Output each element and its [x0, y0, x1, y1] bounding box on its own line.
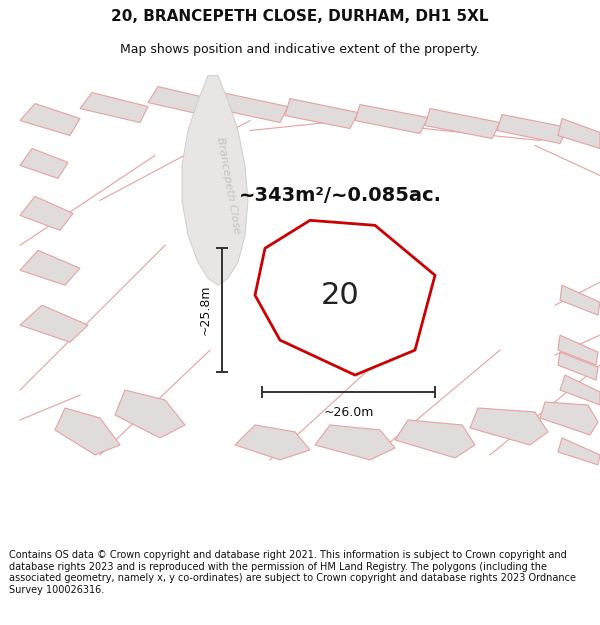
Polygon shape — [558, 119, 600, 149]
Polygon shape — [395, 420, 475, 458]
Polygon shape — [20, 305, 88, 342]
Polygon shape — [558, 335, 598, 365]
Polygon shape — [497, 114, 568, 144]
Polygon shape — [20, 250, 80, 285]
Polygon shape — [355, 104, 428, 134]
Text: ~26.0m: ~26.0m — [323, 406, 374, 419]
Text: ~343m²/~0.085ac.: ~343m²/~0.085ac. — [239, 186, 442, 205]
Polygon shape — [470, 408, 548, 445]
Polygon shape — [55, 408, 120, 455]
Polygon shape — [20, 149, 68, 178]
Text: Map shows position and indicative extent of the property.: Map shows position and indicative extent… — [120, 42, 480, 56]
Polygon shape — [560, 285, 600, 315]
Polygon shape — [235, 425, 310, 460]
Polygon shape — [558, 438, 600, 465]
Text: 20, BRANCEPETH CLOSE, DURHAM, DH1 5XL: 20, BRANCEPETH CLOSE, DURHAM, DH1 5XL — [111, 9, 489, 24]
Polygon shape — [558, 352, 598, 380]
Polygon shape — [182, 76, 248, 285]
Text: Contains OS data © Crown copyright and database right 2021. This information is : Contains OS data © Crown copyright and d… — [9, 550, 576, 595]
Polygon shape — [425, 109, 500, 139]
Polygon shape — [285, 99, 358, 129]
Polygon shape — [20, 104, 80, 136]
Polygon shape — [115, 390, 185, 438]
Polygon shape — [148, 87, 218, 116]
Polygon shape — [215, 92, 288, 123]
Polygon shape — [20, 196, 73, 231]
Polygon shape — [540, 402, 598, 435]
Polygon shape — [560, 375, 600, 405]
Text: Brancepeth Close: Brancepeth Close — [215, 136, 241, 234]
Polygon shape — [255, 221, 435, 375]
Polygon shape — [80, 92, 148, 123]
Text: 20: 20 — [320, 281, 359, 310]
Polygon shape — [315, 425, 395, 460]
Text: ~25.8m: ~25.8m — [199, 285, 212, 336]
